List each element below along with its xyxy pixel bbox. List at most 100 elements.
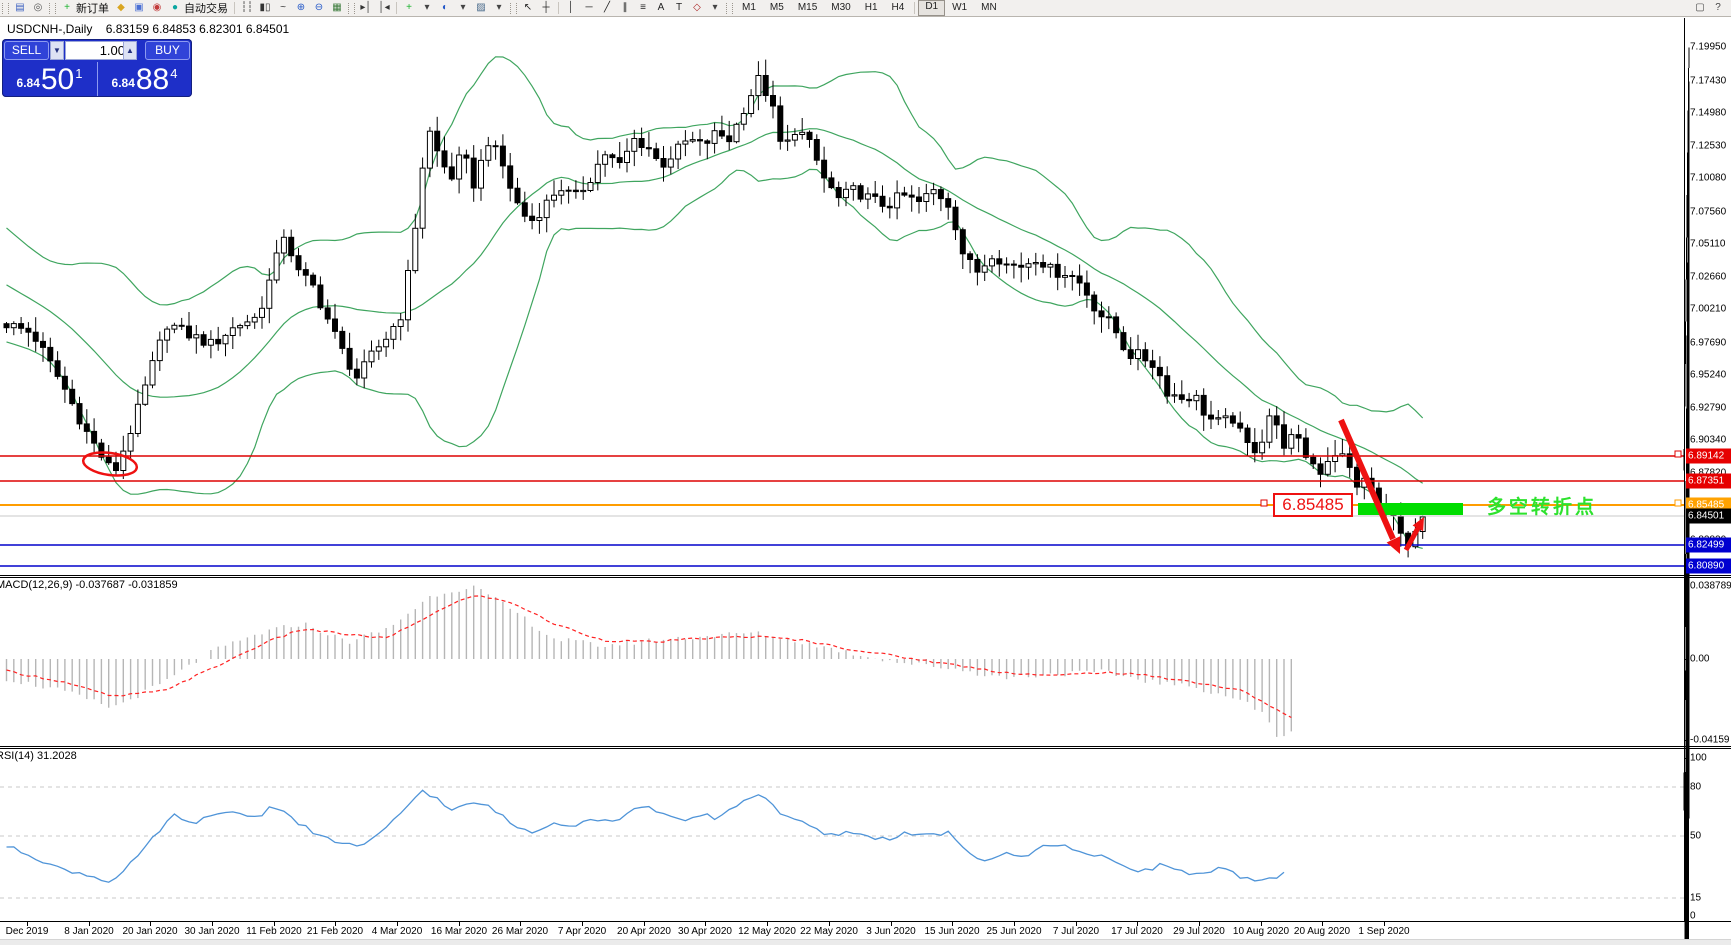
bear-candle-body: [1397, 515, 1404, 534]
timeframe-button-m30[interactable]: M30: [831, 2, 851, 13]
arrows-icon[interactable]: ◇: [693, 2, 701, 13]
chart-window-icon[interactable]: ▤: [15, 2, 25, 13]
bear-candle-body: [47, 346, 54, 362]
bear-candle-body: [32, 331, 39, 342]
bull-candle-body: [748, 95, 755, 114]
buy-price-prefix: 6.84: [111, 76, 135, 90]
timeframe-button-m1[interactable]: M1: [742, 2, 756, 13]
bear-candle-body: [302, 269, 309, 276]
bull-candle-body: [1062, 275, 1068, 278]
zoom-out-icon[interactable]: ⊖: [314, 2, 324, 13]
template-icon[interactable]: ▨: [476, 2, 486, 13]
template-caret-icon[interactable]: ▾: [496, 2, 502, 13]
tile-windows-icon[interactable]: ▦: [332, 2, 342, 13]
bear-candle-body: [806, 131, 813, 141]
timeframe-button-m5[interactable]: M5: [769, 2, 784, 13]
bar-chart-icon[interactable]: ┆┆: [240, 2, 254, 13]
sell-price-big-digits: 50: [40, 63, 75, 96]
bull-candle-body: [156, 339, 163, 362]
new-order-icon[interactable]: +: [64, 2, 70, 13]
timeframe-button-mn[interactable]: MN: [981, 2, 997, 13]
price-axis-tick-label: 7.17430: [1690, 75, 1727, 87]
bear-candle-body: [1186, 398, 1193, 402]
sell-price-prefix: 6.84: [16, 76, 40, 90]
auto-scroll-icon[interactable]: ▸│: [360, 2, 372, 13]
alerts-icon[interactable]: ◉: [152, 2, 162, 13]
timeframe-button-m15[interactable]: M15: [797, 2, 818, 13]
bull-candle-body: [1215, 417, 1222, 420]
bear-candle-body: [1310, 456, 1317, 465]
object-anchor-handle[interactable]: [1260, 499, 1268, 507]
bull-candle-body: [923, 193, 930, 203]
sell-button[interactable]: SELL: [4, 41, 49, 60]
bear-candle-body: [1091, 294, 1098, 312]
terminal-icon[interactable]: ▣: [134, 2, 144, 13]
date-axis-label: 21 Feb 2020: [306, 926, 364, 937]
arrows-caret-icon[interactable]: ▾: [712, 2, 718, 13]
bear-candle-body: [952, 206, 959, 231]
vertical-line-icon[interactable]: │: [567, 2, 575, 13]
bear-candle-body: [324, 307, 331, 320]
price-annotation-box[interactable]: 6.85485: [1273, 493, 1353, 517]
buy-button[interactable]: BUY: [145, 41, 190, 60]
sell-price-tile[interactable]: 6.84 50 1: [3, 62, 96, 96]
date-axis-label: 7 Apr 2020: [557, 926, 607, 937]
period-caret-icon[interactable]: ▾: [460, 2, 466, 13]
help-icon[interactable]: ?: [1715, 2, 1721, 13]
timeframe-button-h4[interactable]: H4: [891, 2, 905, 13]
bear-candle-body: [1295, 434, 1302, 439]
zoom-in-icon[interactable]: ⊕: [296, 2, 306, 13]
volume-decrease-button[interactable]: ▼: [50, 41, 64, 60]
price-axis-tick-label: 7.14980: [1690, 107, 1727, 119]
price-axis-tick-label: 6.97690: [1690, 337, 1727, 349]
object-anchor-handle[interactable]: [1674, 499, 1682, 507]
date-axis-label: 4 Mar 2020: [371, 926, 423, 937]
green-highlight-zone[interactable]: [1358, 503, 1463, 515]
bull-candle-body: [193, 334, 200, 339]
fibonacci-icon[interactable]: ≡: [640, 2, 646, 13]
red-ellipse-annotation[interactable]: [81, 449, 139, 478]
horizontal-line-icon[interactable]: ─: [585, 2, 593, 13]
timeframe-button-h1[interactable]: H1: [864, 2, 878, 13]
bull-candle-body: [1288, 434, 1295, 449]
bear-candle-body: [959, 229, 966, 255]
bear-candle-body: [332, 318, 338, 332]
arrow-down-annotation-head: [1386, 536, 1401, 554]
macd-indicator-label: MACD(12,26,9) -0.037687 -0.031859: [0, 579, 178, 591]
volume-input[interactable]: [65, 41, 129, 60]
label-icon[interactable]: T: [675, 2, 683, 13]
bull-candle-body: [142, 384, 149, 405]
bull-candle-body: [799, 131, 806, 136]
add-indicator-icon[interactable]: +: [406, 2, 412, 13]
bull-candle-body: [1222, 415, 1229, 419]
arrow-up-annotation[interactable]: [1403, 526, 1421, 552]
arrow-down-annotation[interactable]: [1338, 418, 1396, 541]
period-icon[interactable]: ◐: [441, 2, 449, 13]
candlestick-chart-icon[interactable]: ▮▯: [259, 2, 271, 13]
autotrade-icon[interactable]: ●: [171, 2, 179, 13]
timeframe-button-w1[interactable]: W1: [952, 2, 968, 13]
object-anchor-handle[interactable]: [1674, 450, 1682, 458]
date-axis-label: 20 Jan 2020: [122, 926, 178, 937]
indicator-caret-icon[interactable]: ▾: [424, 2, 430, 13]
volume-increase-button[interactable]: ▲: [123, 41, 137, 60]
line-chart-icon[interactable]: ~: [280, 2, 286, 13]
cursor-icon[interactable]: ↖: [523, 2, 533, 13]
bull-candle-body: [237, 325, 244, 329]
autotrade-label[interactable]: 自动交易: [184, 3, 228, 15]
fullscreen-icon[interactable]: ▢: [1695, 2, 1705, 13]
trendline-icon[interactable]: ╱: [603, 2, 611, 13]
chart-shift-icon[interactable]: │◂: [378, 2, 390, 13]
bull-candle-body: [266, 279, 273, 309]
text-icon[interactable]: A: [657, 2, 665, 13]
crosshair-icon[interactable]: ┼: [542, 2, 550, 13]
new-order-label[interactable]: 新订单: [76, 3, 109, 15]
toolbar-grip: [348, 2, 355, 14]
timeframe-button-d1[interactable]: D1: [918, 0, 946, 16]
history-center-icon[interactable]: ◆: [117, 2, 125, 13]
buy-price-tile[interactable]: 6.84 88 4: [97, 62, 191, 96]
reversal-point-text-annotation[interactable]: 多空转折点: [1487, 497, 1598, 518]
market-watch-icon[interactable]: ◎: [33, 2, 43, 13]
channel-icon[interactable]: ∥: [622, 2, 628, 13]
